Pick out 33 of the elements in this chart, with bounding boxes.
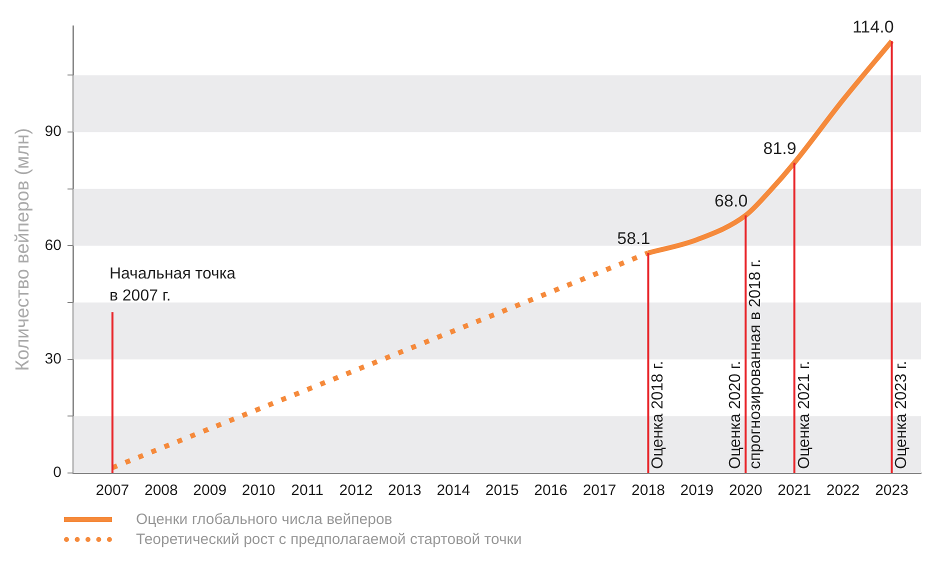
data-label: 81.9 (763, 138, 796, 158)
x-tick-label: 2008 (144, 482, 178, 500)
x-tick-label: 2009 (193, 482, 227, 500)
legend-label: Теоретический рост с предполагаемой стартовой точки (136, 530, 522, 548)
x-tick-label: 2022 (826, 482, 860, 500)
data-label: 68.0 (714, 192, 748, 211)
x-tick-label: 2021 (778, 482, 812, 500)
ref-line-label: Оценка 2021 г. (796, 360, 813, 469)
legend-label: Оценки глобального числа вейперов (136, 510, 392, 528)
y-tick-label: 60 (44, 236, 62, 254)
data-label: 58.1 (617, 229, 650, 248)
y-tick-label: 90 (44, 123, 62, 140)
x-tick-label: 2013 (388, 482, 422, 500)
x-tick-label: 2014 (436, 482, 470, 500)
x-tick-label: 2018 (632, 482, 665, 500)
x-tick-label: 2011 (291, 482, 324, 500)
x-tick-label: 2016 (534, 482, 568, 500)
y-tick-label: 30 (44, 350, 62, 368)
x-tick-label: 2010 (242, 482, 276, 500)
x-tick-label: 2012 (339, 482, 373, 500)
data-label: 114.0 (852, 17, 894, 36)
y-tick-label: 0 (53, 464, 62, 482)
x-tick-label: 2017 (582, 482, 616, 500)
ref-line-label: Начальная точка в 2007 г. (109, 265, 236, 304)
x-tick-label: 2020 (728, 482, 762, 500)
y-axis-title: Количество вейперов (млн) (12, 128, 34, 372)
ref-line-label: Оценка 2023 г. (893, 360, 910, 469)
x-tick-label: 2023 (875, 482, 908, 500)
x-tick-label: 2019 (680, 482, 714, 500)
ref-line-label: Оценка 2020 г. спрогнозированная в 2018 г. (727, 258, 764, 469)
ref-line-label: Оценка 2018 г. (650, 360, 667, 469)
x-tick-label: 2015 (485, 482, 519, 500)
x-tick-label: 2007 (96, 482, 130, 500)
